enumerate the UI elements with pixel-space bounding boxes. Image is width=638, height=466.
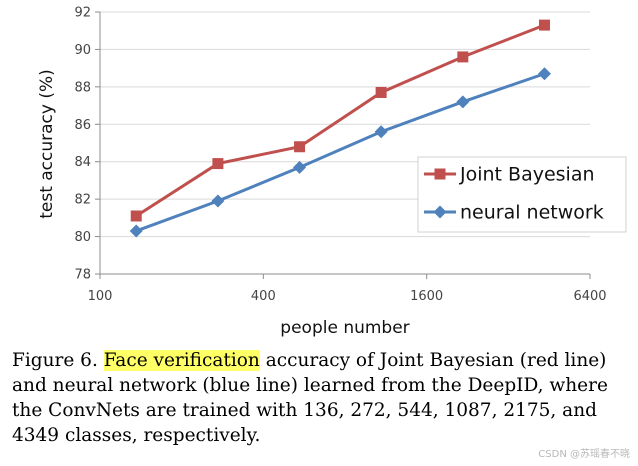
data-point-neural-network <box>293 160 307 174</box>
y-tick-label: 84 <box>74 155 91 170</box>
y-tick-label: 92 <box>74 6 91 21</box>
data-point-joint-bayesian <box>457 51 469 63</box>
x-tick-label: 6400 <box>573 289 606 304</box>
legend-box <box>417 156 627 233</box>
caption-prefix: Figure 6. <box>12 350 104 371</box>
x-tick-labels: 100 400 1600 6400 <box>88 289 607 304</box>
data-point-joint-bayesian <box>294 141 306 153</box>
caption-text: accuracy of Joint Bayesian (red line) an… <box>12 350 614 446</box>
gridlines <box>100 11 590 238</box>
y-tick-label: 82 <box>74 193 91 208</box>
y-tick-label: 86 <box>74 118 91 133</box>
y-tick-label: 78 <box>74 268 91 283</box>
series-joint-bayesian <box>130 19 550 222</box>
caption-highlight: Face verification <box>103 350 260 371</box>
y-tick-label: 88 <box>74 80 91 95</box>
legend-marker-neural-network <box>433 205 447 219</box>
y-tick-label: 90 <box>74 43 91 58</box>
x-axis-label: people number <box>280 318 409 338</box>
axes <box>95 11 591 279</box>
y-axis-label: test accuracy (%) <box>37 69 57 219</box>
data-point-joint-bayesian <box>130 210 142 222</box>
legend: Joint Bayesian neural network <box>417 156 627 233</box>
data-point-neural-network <box>211 194 225 208</box>
line-chart: 78 80 82 84 86 88 90 92 100 400 1600 6400 people n… <box>37 6 627 338</box>
series-neural-network <box>129 67 551 238</box>
y-tick-label: 80 <box>74 230 91 245</box>
data-series <box>129 19 551 238</box>
x-tick-label: 100 <box>88 289 113 304</box>
legend-label-joint-bayesian: Joint Bayesian <box>459 164 595 186</box>
legend-label-neural-network: neural network <box>460 202 604 224</box>
data-point-neural-network <box>537 67 551 81</box>
legend-marker-joint-bayesian <box>434 168 446 180</box>
data-point-neural-network <box>129 224 143 238</box>
series-line-joint-bayesian <box>135 23 546 218</box>
series-line-neural-network <box>135 72 545 233</box>
watermark: CSDN @苏瑶春不晓 <box>538 449 630 460</box>
data-point-joint-bayesian <box>212 158 224 170</box>
data-point-joint-bayesian <box>375 86 387 98</box>
figure-caption: Figure 6. Face verification accuracy of … <box>12 348 628 448</box>
y-tick-labels: 78 80 82 84 86 88 90 92 <box>74 6 91 283</box>
x-tick-label: 1600 <box>410 289 443 304</box>
data-point-neural-network <box>456 95 470 109</box>
x-tick-label: 400 <box>251 289 276 304</box>
data-point-neural-network <box>374 125 388 139</box>
data-point-joint-bayesian <box>538 19 550 31</box>
